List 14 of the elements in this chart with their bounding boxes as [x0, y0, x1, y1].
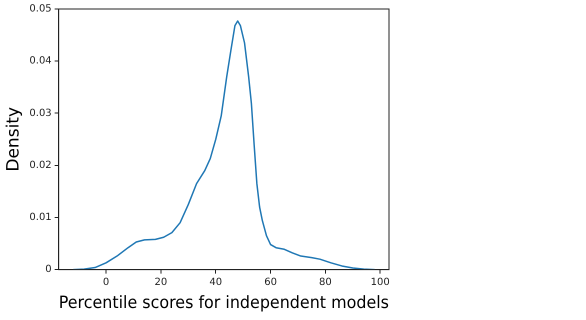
x-tick-label: 0	[102, 277, 110, 288]
y-tick-label: 0	[45, 264, 52, 276]
y-tick-label: 0.03	[29, 108, 52, 119]
y-tick-label: 0.02	[29, 160, 52, 171]
x-tick-label: 100	[370, 277, 390, 288]
x-tick-label: 60	[264, 277, 277, 288]
x-tick-label: 20	[154, 277, 168, 288]
x-tick-label: 80	[319, 277, 332, 288]
y-tick-label: 0.01	[29, 212, 52, 224]
y-axis-title: Density	[4, 106, 24, 172]
y-tick-label: 0.04	[29, 56, 52, 67]
x-tick-label: 40	[209, 277, 222, 288]
x-axis-title: Percentile scores for independent models	[58, 292, 389, 312]
y-tick-label: 0.05	[29, 4, 52, 15]
